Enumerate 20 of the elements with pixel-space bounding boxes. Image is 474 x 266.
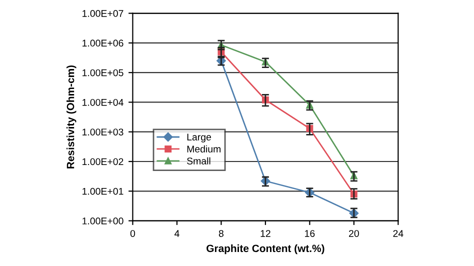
legend-label: Medium [187,145,220,152]
y-tick-label: 1.00E+07 [82,10,124,17]
y-tick-label: 1.00E+06 [82,40,124,47]
y-axis-title: Resistivity (Ohm-cm) [66,65,76,168]
y-tick-label: 1.00E+04 [82,98,124,106]
x-tick-label: 4 [174,230,180,237]
x-tick-label: 12 [260,230,270,237]
y-tick-label: 1.00E+01 [82,188,124,195]
legend-label: Small [187,157,210,164]
x-tick-label: 16 [305,230,315,237]
y-tick-label: 1.00E+03 [82,128,124,136]
legend-label: Large [187,134,211,142]
y-tick-label: 1.00E+00 [82,218,124,224]
x-axis-title: Graphite Content (wt.%) [206,244,324,254]
x-tick-label: 20 [349,230,359,237]
x-tick-label: 0 [130,230,136,237]
x-tick-label: 24 [393,230,404,237]
y-tick-label: 1.00E+02 [82,158,124,166]
x-tick-label: 8 [218,230,224,237]
y-tick-label: 1.00E+05 [82,69,124,76]
